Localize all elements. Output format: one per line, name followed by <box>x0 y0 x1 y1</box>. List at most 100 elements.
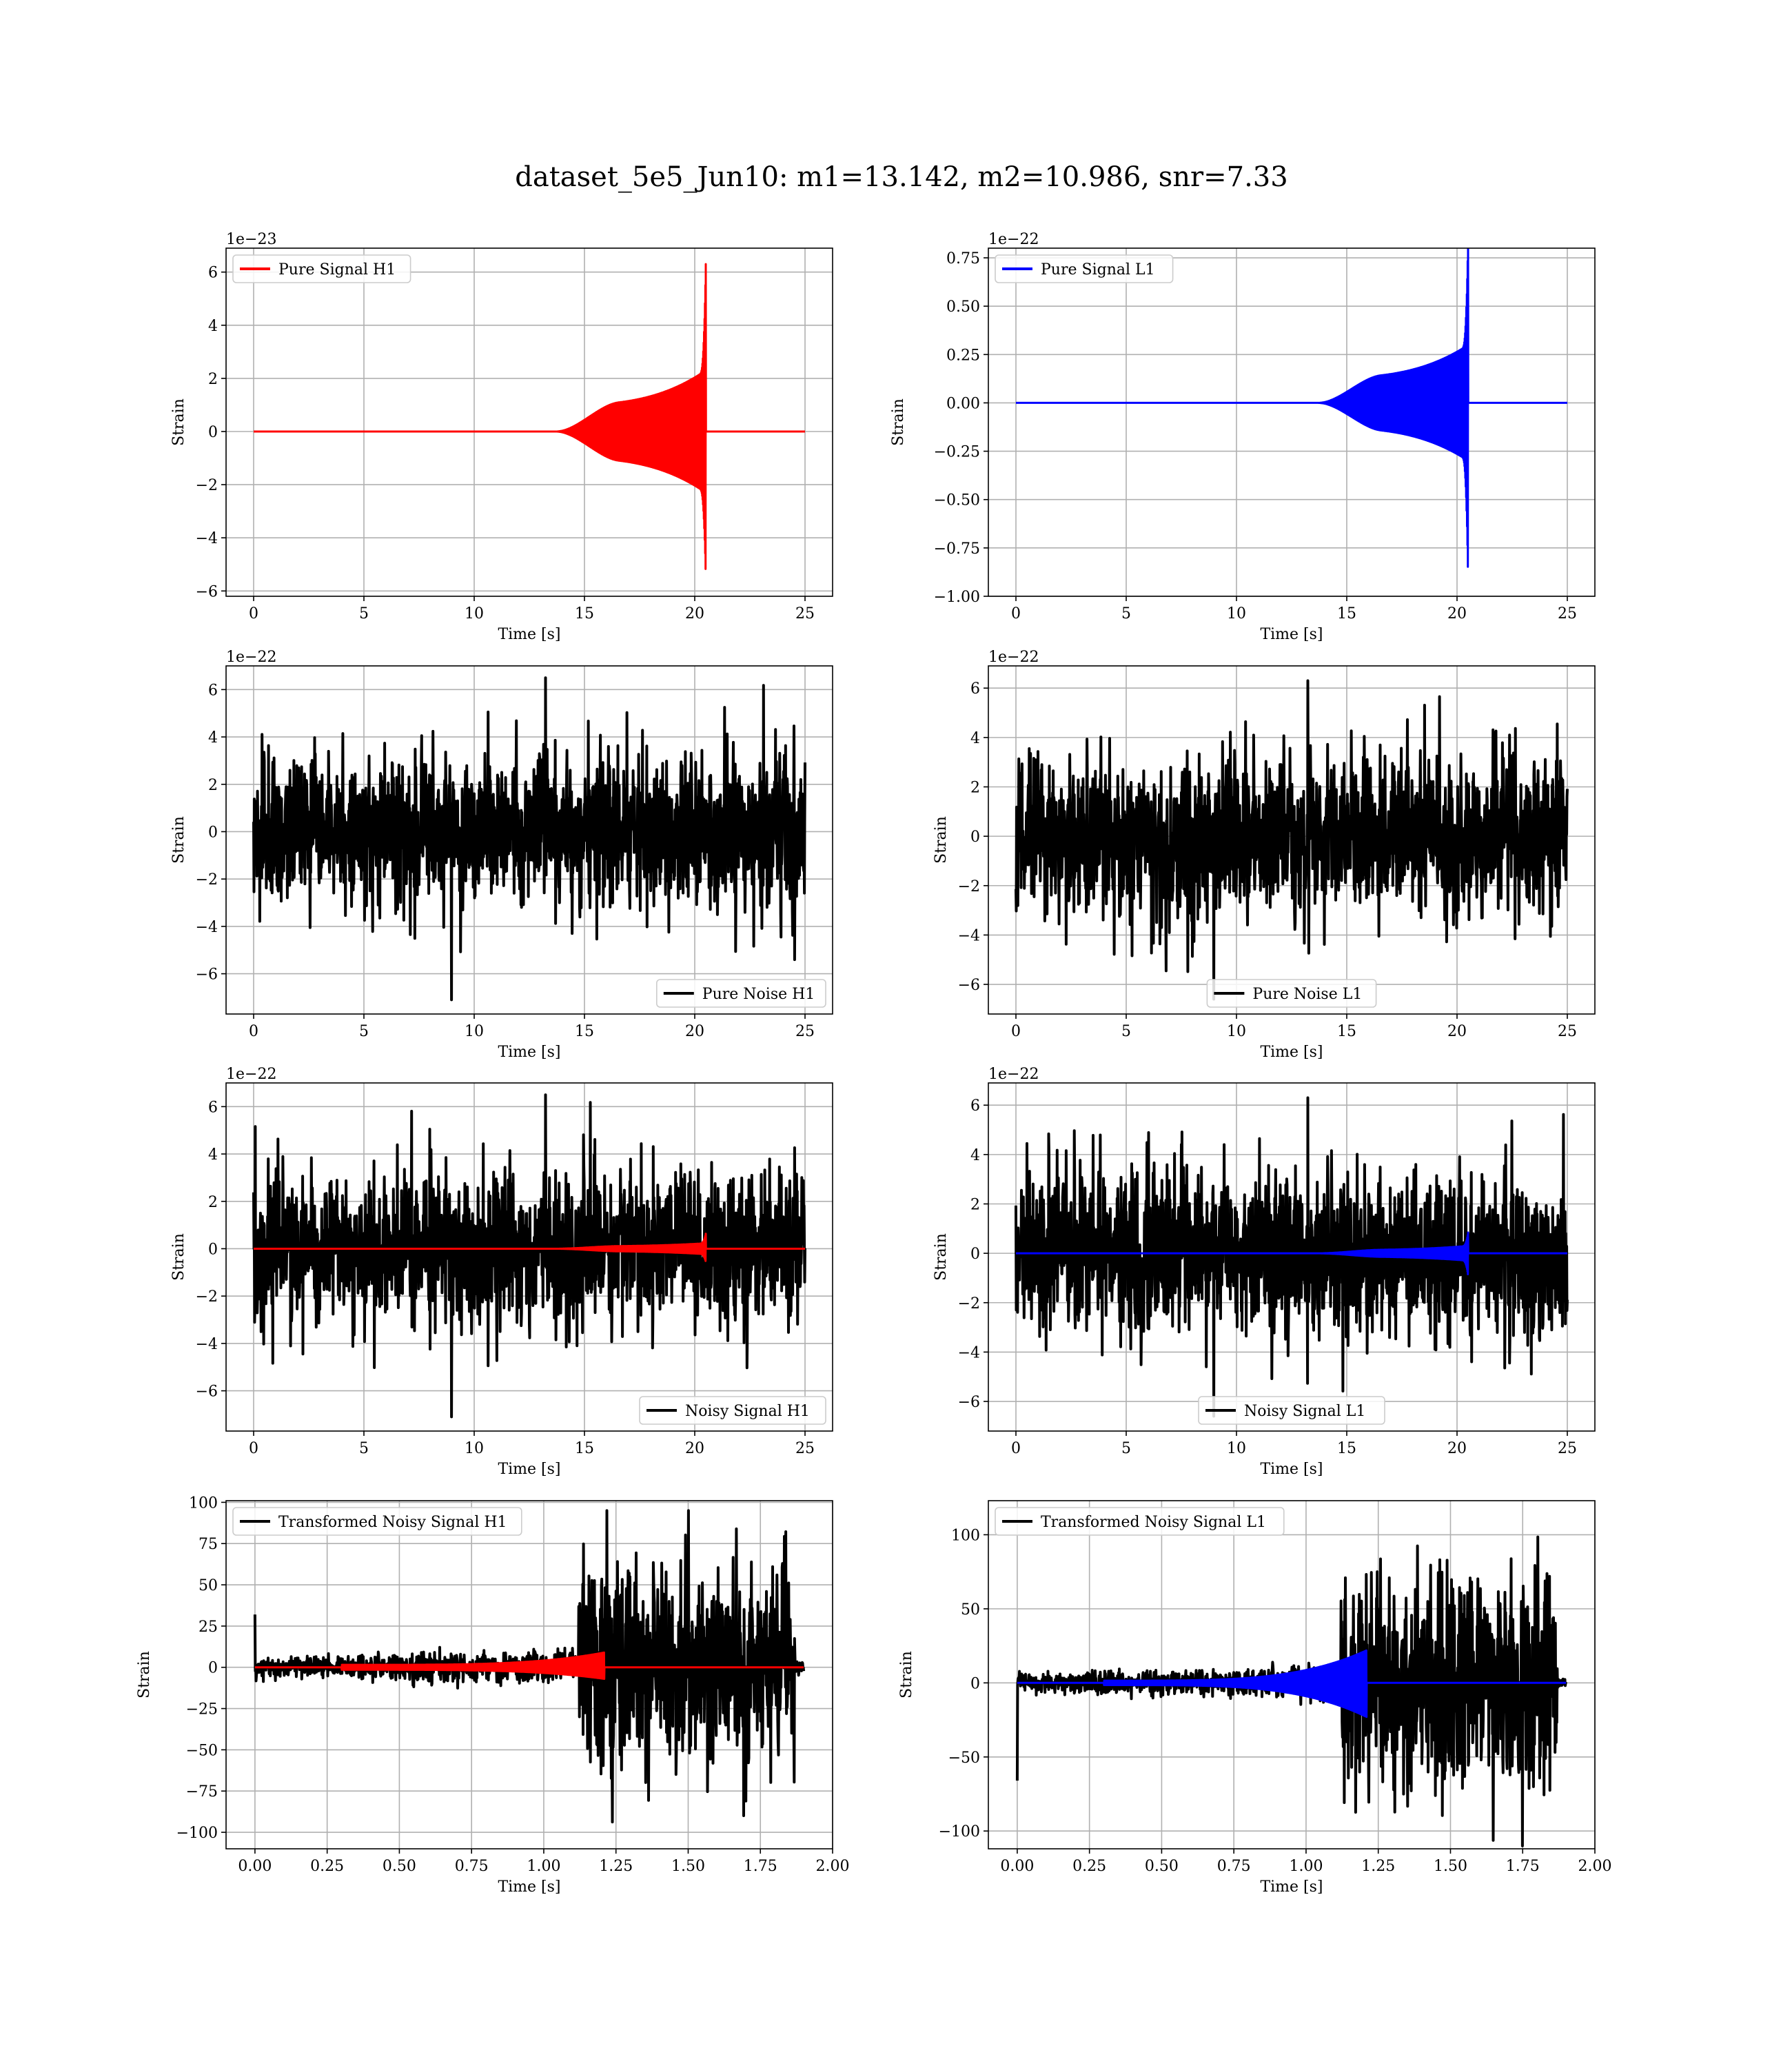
axes-frame <box>225 665 833 1015</box>
panel-pure-noise-h1: 0 5 10 15 20 25 −6 −4 −2 0 2 4 6 1e−22 Time [s] Strain P… <box>170 649 833 1061</box>
x-tick-label: 15 <box>1337 605 1356 622</box>
y-tick-label: −4 <box>196 530 218 547</box>
series-line <box>1015 1096 1569 1418</box>
legend-label: Transformed Noisy Signal H1 <box>278 1514 507 1531</box>
y-tick-label: −50 <box>186 1742 218 1759</box>
y-tick-label: 6 <box>208 682 218 699</box>
y-axis-label: Strain <box>933 1233 950 1281</box>
series-line <box>252 1093 806 1419</box>
y-tick-label: 2 <box>970 779 980 796</box>
series-line <box>1015 248 1569 568</box>
y-tick-label: 0.00 <box>946 395 980 412</box>
y-tick-label: 0.25 <box>946 347 980 364</box>
y-axis-label: Strain <box>170 1233 187 1281</box>
panel-transformed-noisy-signal-h1: 0.00 0.25 0.50 0.75 1.00 1.25 1.50 1.75 2.00 −100… <box>136 1494 849 1896</box>
x-tick-label: 1.50 <box>671 1858 705 1875</box>
y-tick-label: 6 <box>208 1099 218 1116</box>
x-tick-label: 0 <box>1011 605 1021 622</box>
legend: Pure Noise L1 <box>1206 979 1377 1008</box>
x-tick-label: 1.75 <box>744 1858 777 1875</box>
offset-text: 1e−22 <box>226 649 276 666</box>
y-tick-label: 0 <box>208 1660 218 1677</box>
y-axis-label: Strain <box>890 398 907 446</box>
y-tick-label: −25 <box>186 1701 218 1719</box>
x-tick-label: 25 <box>795 605 815 622</box>
y-axis-label: Strain <box>170 398 187 446</box>
series-line <box>252 676 806 1002</box>
series-line <box>252 1233 806 1262</box>
x-tick-label: 5 <box>359 1023 369 1040</box>
legend: Pure Noise H1 <box>655 979 826 1008</box>
x-tick-label: 15 <box>575 1023 594 1040</box>
x-axis-label: Time [s] <box>1260 1461 1323 1478</box>
x-tick-label: 0.75 <box>455 1858 489 1875</box>
x-tick-label: 0.50 <box>1145 1858 1179 1875</box>
x-tick-label: 10 <box>465 605 484 622</box>
x-tick-label: 15 <box>1337 1023 1356 1040</box>
legend-box <box>655 979 826 1008</box>
series-line <box>1016 1649 1567 1719</box>
x-tick-label: 0.25 <box>310 1858 344 1875</box>
x-tick-label: 0 <box>1011 1440 1021 1457</box>
legend: Noisy Signal L1 <box>1198 1396 1385 1425</box>
legend: Noisy Signal H1 <box>639 1396 826 1425</box>
x-tick-label: 0.00 <box>1000 1858 1034 1875</box>
y-axis-label: Strain <box>136 1651 153 1699</box>
y-tick-label: 0 <box>970 1675 980 1692</box>
y-tick-label: 2 <box>208 777 218 794</box>
y-tick-label: 4 <box>970 1147 980 1164</box>
x-tick-label: 25 <box>1558 1023 1577 1040</box>
offset-text: 1e−22 <box>226 1066 276 1083</box>
legend: Transformed Noisy Signal H1 <box>232 1507 522 1536</box>
panel-pure-signal-l1: 0 5 10 15 20 25 −1.00 −0.75 −0.50 −0.25 0.00 0.25 0.… <box>890 231 1596 643</box>
y-tick-label: −6 <box>958 1394 980 1411</box>
y-tick-label: 0.50 <box>946 298 980 316</box>
y-tick-label: −2 <box>196 1288 218 1306</box>
y-tick-label: −6 <box>958 977 980 994</box>
x-tick-label: 2.00 <box>816 1858 850 1875</box>
axes-frame <box>225 1082 833 1432</box>
legend: Pure Signal H1 <box>232 254 411 283</box>
x-tick-label: 1.25 <box>1361 1858 1395 1875</box>
x-tick-label: 0 <box>249 1023 258 1040</box>
legend-label: Pure Signal L1 <box>1041 261 1155 278</box>
offset-text: 1e−22 <box>988 649 1039 666</box>
y-tick-label: −0.25 <box>934 444 980 461</box>
x-tick-label: 15 <box>1337 1440 1356 1457</box>
y-tick-label: 4 <box>208 1146 218 1164</box>
y-tick-label: 2 <box>208 371 218 388</box>
axes-frame <box>225 247 833 597</box>
panel-pure-signal-h1: 0 5 10 15 20 25 −6 −4 −2 0 2 4 6 1e−23 Time [s] Strain P… <box>170 231 833 643</box>
x-tick-label: 20 <box>685 1440 704 1457</box>
y-tick-label: −6 <box>196 583 218 600</box>
x-tick-label: 0 <box>249 605 258 622</box>
y-tick-label: 2 <box>208 1194 218 1211</box>
x-tick-label: 1.25 <box>599 1858 633 1875</box>
legend-box <box>232 254 411 283</box>
x-axis-label: Time [s] <box>498 1461 560 1478</box>
x-tick-label: 25 <box>795 1440 815 1457</box>
offset-text: 1e−22 <box>988 1066 1039 1083</box>
x-axis-label: Time [s] <box>498 626 560 643</box>
legend-box <box>1206 979 1377 1008</box>
x-tick-label: 20 <box>1447 605 1467 622</box>
y-tick-label: −4 <box>196 919 218 936</box>
y-tick-label: 75 <box>198 1536 218 1553</box>
x-tick-label: 1.00 <box>1289 1858 1323 1875</box>
x-axis-label: Time [s] <box>498 1878 560 1896</box>
y-tick-label: 0 <box>208 1241 218 1258</box>
x-tick-label: 5 <box>359 1440 369 1457</box>
legend: Transformed Noisy Signal L1 <box>995 1507 1285 1536</box>
x-axis-label: Time [s] <box>1260 626 1323 643</box>
series-line <box>254 1651 805 1680</box>
y-tick-label: 0 <box>208 824 218 841</box>
series-line <box>1015 679 1569 1001</box>
x-tick-label: 5 <box>1121 605 1131 622</box>
y-tick-label: −2 <box>958 1295 980 1312</box>
axes-frame <box>988 665 1596 1015</box>
x-axis-label: Time [s] <box>1260 1044 1323 1061</box>
x-axis-label: Time [s] <box>498 1044 560 1061</box>
legend-label: Noisy Signal L1 <box>1244 1403 1365 1420</box>
x-tick-label: 0 <box>1011 1023 1021 1040</box>
